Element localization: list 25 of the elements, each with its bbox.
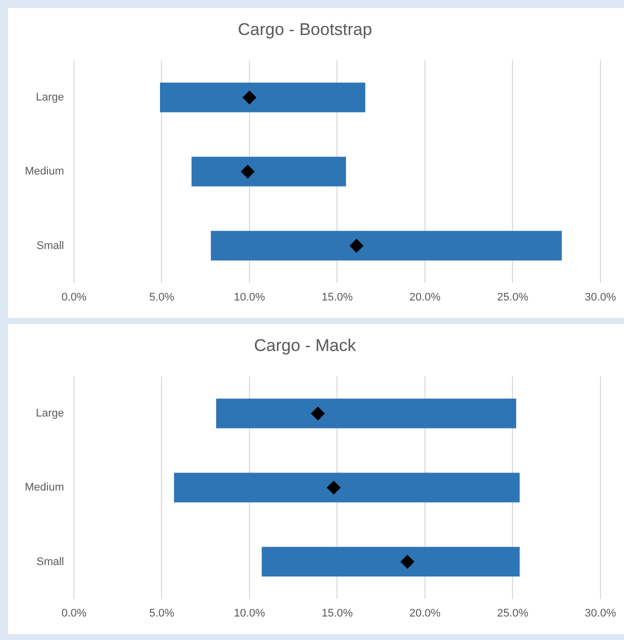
x-tick-label: 10.0%	[234, 291, 266, 304]
x-tick-label: 30.0%	[584, 291, 616, 304]
x-tick-label: 0.0%	[61, 607, 87, 620]
x-tick-label: 25.0%	[497, 291, 528, 304]
x-tick-label: 5.0%	[149, 291, 174, 304]
x-tick-label: 15.0%	[322, 291, 354, 304]
x-tick-label: 0.0%	[61, 291, 87, 304]
bar	[192, 156, 346, 186]
y-tick-label: Small	[36, 240, 64, 252]
y-tick-label: Small	[36, 556, 64, 568]
x-tick-label: 10.0%	[234, 607, 266, 620]
x-tick-label: 30.0%	[584, 607, 616, 620]
chart-title: Cargo - Bootstrap	[238, 20, 372, 39]
y-tick-label: Medium	[24, 482, 64, 494]
x-tick-label: 15.0%	[322, 607, 354, 620]
y-tick-label: Large	[36, 408, 64, 420]
x-tick-label: 25.0%	[497, 607, 528, 620]
x-tick-label: 20.0%	[409, 607, 441, 620]
x-tick-label: 5.0%	[149, 607, 174, 620]
y-tick-label: Large	[36, 92, 64, 104]
bar	[160, 82, 366, 112]
y-tick-label: Medium	[24, 166, 64, 178]
chart-title: Cargo - Mack	[254, 336, 357, 355]
x-tick-label: 20.0%	[409, 291, 441, 304]
bar	[210, 230, 562, 261]
